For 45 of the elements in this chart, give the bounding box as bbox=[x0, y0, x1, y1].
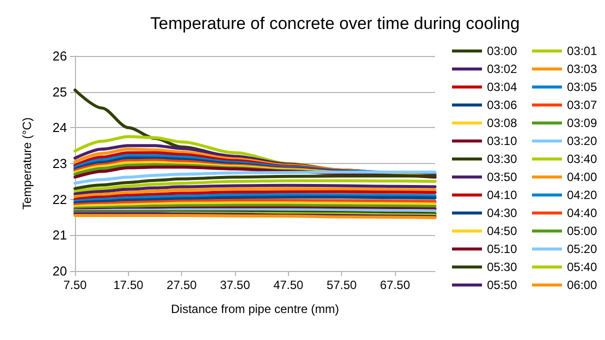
legend-label: 05:00 bbox=[567, 224, 598, 238]
legend-label: 05:50 bbox=[487, 278, 518, 292]
x-axis-title: Distance from pipe centre (mm) bbox=[170, 302, 340, 316]
legend-label: 03:40 bbox=[567, 152, 598, 166]
legend-label: 03:05 bbox=[567, 80, 598, 94]
legend-label: 05:20 bbox=[567, 242, 598, 256]
legend-label: 03:02 bbox=[487, 62, 518, 76]
legend-label: 03:00 bbox=[487, 44, 518, 58]
legend-label: 05:10 bbox=[487, 242, 518, 256]
legend-label: 03:07 bbox=[567, 98, 598, 112]
legend-label: 03:20 bbox=[567, 134, 598, 148]
legend-label: 03:06 bbox=[487, 98, 518, 112]
legend-label: 03:03 bbox=[567, 62, 598, 76]
x-tick-label: 37.50 bbox=[220, 278, 250, 292]
x-tick-label: 27.50 bbox=[166, 278, 198, 292]
legend-label: 04:40 bbox=[567, 206, 598, 220]
y-axis-title: Temperature (°C) bbox=[20, 117, 34, 210]
legend-label: 04:00 bbox=[567, 170, 598, 184]
x-tick-label: 47.50 bbox=[273, 278, 304, 292]
legend-label: 05:30 bbox=[487, 260, 518, 274]
y-tick-label: 26 bbox=[52, 48, 67, 64]
legend-label: 03:50 bbox=[487, 170, 518, 184]
x-tick-label: 67.50 bbox=[380, 278, 410, 292]
y-tick-label: 22 bbox=[52, 192, 67, 207]
legend-label: 05:40 bbox=[567, 260, 598, 274]
y-tick-label: 24 bbox=[52, 120, 67, 136]
legend-label: 03:30 bbox=[487, 152, 518, 166]
legend-label: 03:04 bbox=[487, 80, 518, 94]
legend-label: 03:01 bbox=[567, 44, 598, 58]
legend-label: 03:09 bbox=[567, 116, 598, 130]
chart-title: Temperature of concrete over time during cooling bbox=[150, 14, 520, 33]
y-tick-label: 20 bbox=[52, 264, 67, 278]
legend-label: 03:10 bbox=[487, 134, 518, 148]
legend-label: 04:50 bbox=[487, 224, 518, 238]
y-tick-label: 23 bbox=[52, 156, 67, 171]
y-tick-label: 21 bbox=[52, 228, 67, 243]
x-tick-label: 17.50 bbox=[113, 278, 144, 292]
legend-label: 04:20 bbox=[567, 188, 598, 202]
legend-label: 04:10 bbox=[487, 188, 518, 202]
y-tick-label: 25 bbox=[52, 84, 67, 100]
x-tick-label: 7.50 bbox=[63, 278, 87, 292]
legend-label: 06:00 bbox=[567, 278, 598, 292]
x-tick-label: 57.50 bbox=[326, 278, 358, 292]
legend-label: 04:30 bbox=[487, 206, 518, 220]
legend-label: 03:08 bbox=[487, 116, 518, 130]
